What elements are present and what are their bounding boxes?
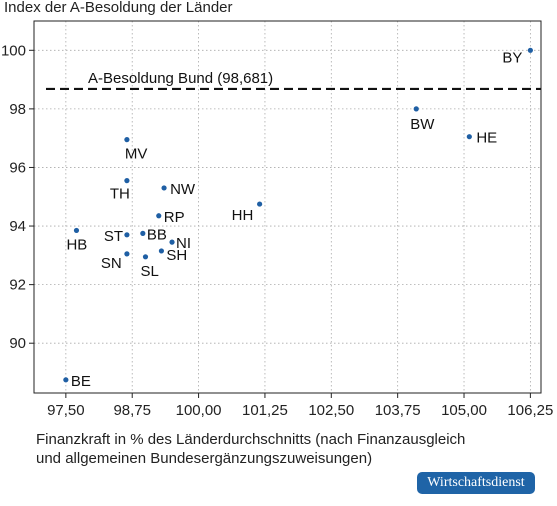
data-label-ni: NI (176, 235, 191, 252)
data-label-th: TH (110, 186, 130, 203)
data-label-st: ST (104, 228, 123, 245)
reference-line-label: A-Besoldung Bund (98,681) (88, 70, 273, 87)
data-point-nw (161, 185, 167, 191)
data-point-by (527, 47, 533, 53)
x-tick-label: 101,25 (242, 402, 288, 419)
y-tick-label: 96 (9, 159, 26, 176)
data-label-he: HE (476, 130, 497, 147)
y-tick-label: 98 (9, 101, 26, 118)
wirtschaftsdienst-logo: Wirtschaftsdienst (417, 472, 535, 494)
x-tick-label: 98,75 (113, 402, 151, 419)
data-label-hb: HB (66, 236, 87, 253)
data-point-hh (257, 201, 263, 207)
data-point-he (466, 134, 472, 140)
x-axis-title: Finanzkraft in % des Länderdurchschnitts… (36, 430, 551, 468)
data-point-bw (413, 106, 419, 112)
data-point-sn (124, 251, 130, 257)
x-tick-label: 106,25 (507, 402, 553, 419)
data-point-be (63, 377, 69, 383)
x-axis-title-line-2: und allgemeinen Bundesergänzungszuweisun… (36, 450, 373, 467)
data-label-mv: MV (125, 146, 148, 163)
data-point-mv (124, 137, 130, 143)
data-label-rp: RP (164, 209, 185, 226)
data-label-hh: HH (232, 207, 254, 224)
x-axis-title-line-1: Finanzkraft in % des Länderdurchschnitts… (36, 431, 466, 448)
y-axis-title: Index der A-Besoldung der Länder (4, 0, 233, 16)
x-tick-label: 100,00 (176, 402, 222, 419)
data-label-sl: SL (140, 263, 158, 280)
data-point-rp (156, 213, 162, 219)
data-point-sl (142, 254, 149, 260)
data-label-nw: NW (170, 181, 196, 198)
data-point-bb (140, 230, 146, 236)
y-tick-label: 90 (9, 335, 26, 352)
data-label-sh: SH (166, 247, 187, 264)
data-label-be: BE (71, 373, 91, 390)
data-label-bw: BW (410, 116, 435, 133)
data-point-hb (73, 227, 80, 234)
y-tick-label: 92 (9, 277, 26, 294)
y-tick-label: 94 (9, 218, 26, 235)
data-point-st (124, 232, 130, 238)
data-point-ni (169, 239, 175, 245)
y-tick-label: 100 (1, 42, 26, 59)
x-tick-label: 102,50 (308, 402, 354, 419)
data-label-by: BY (502, 49, 522, 66)
data-point-sh (158, 248, 165, 254)
x-tick-label: 97,50 (47, 402, 85, 419)
x-tick-label: 103,75 (375, 402, 421, 419)
data-point-th (124, 178, 130, 184)
data-label-bb: BB (147, 226, 167, 243)
x-tick-label: 105,00 (441, 402, 487, 419)
data-label-sn: SN (101, 255, 122, 272)
plot-frame (33, 20, 542, 394)
